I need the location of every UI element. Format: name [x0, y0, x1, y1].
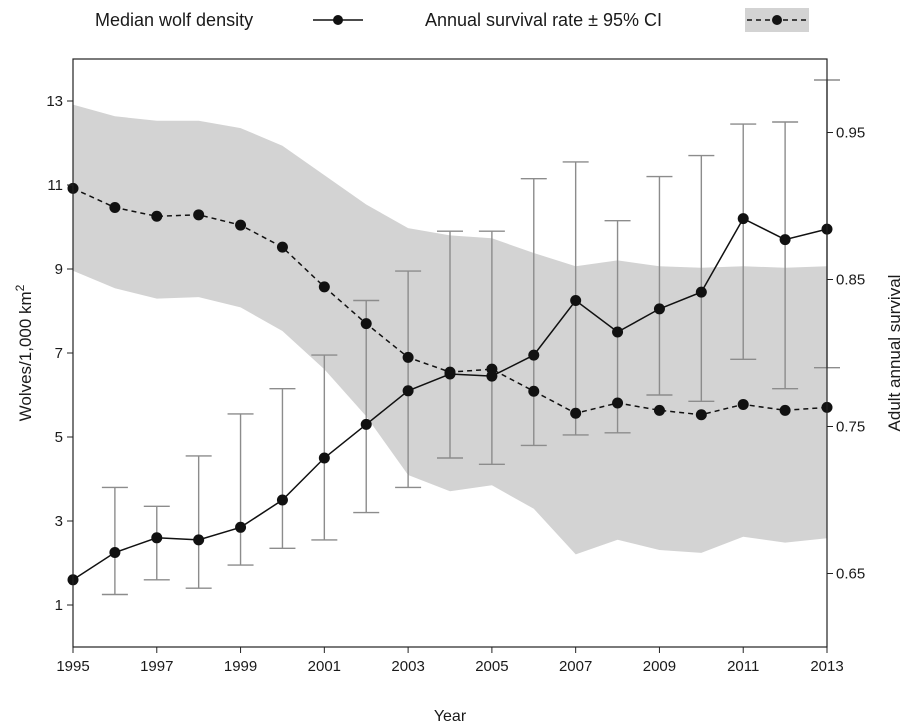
legend-key-density — [313, 15, 363, 25]
y-tick-label: 9 — [55, 261, 63, 278]
x-tick-label: 1995 — [56, 658, 89, 675]
x-tick-label: 2001 — [308, 658, 341, 675]
density-point — [737, 213, 749, 225]
y-tick-label: 5 — [55, 429, 63, 446]
survival-point — [360, 318, 372, 330]
density-point — [570, 295, 582, 306]
y2-tick-label: 0.95 — [836, 125, 865, 142]
legend-label-survival: Annual survival rate ± 95% CI — [425, 10, 662, 30]
survival-point — [151, 210, 163, 222]
density-point — [235, 521, 247, 533]
density-point — [444, 368, 456, 380]
density-error-bar — [101, 486, 128, 596]
y2-axis-label: Adult annual survival — [885, 275, 904, 432]
legend: Median wolf density Annual survival rate… — [95, 8, 809, 32]
survival-point — [570, 407, 582, 419]
survival-point — [235, 219, 247, 231]
density-point — [151, 532, 163, 544]
density-error-bar — [395, 270, 422, 489]
density-point — [402, 385, 414, 397]
survival-point — [612, 397, 624, 409]
density-error-bar — [688, 154, 715, 402]
series-point-layer — [67, 182, 833, 586]
y-axis-label-sup: 2 — [13, 284, 27, 291]
density-point — [695, 286, 707, 298]
density-error-bar — [185, 455, 212, 589]
x-axis: 1995 1997 1999 2001 2003 2005 2007 2009 2011 2013 — [56, 647, 844, 675]
y2-tick-label: 0.75 — [836, 419, 865, 436]
density-point — [612, 326, 624, 338]
density-error-bar — [478, 230, 505, 465]
x-axis-label: Year — [434, 708, 467, 724]
y-axis-right: 0.65 0.75 0.85 0.95 — [827, 125, 865, 583]
x-tick-label: 2005 — [475, 658, 508, 675]
y-tick-label: 13 — [46, 93, 63, 110]
x-tick-label: 2007 — [559, 658, 592, 675]
survival-point — [402, 351, 414, 363]
survival-point — [109, 201, 121, 213]
density-point — [109, 547, 121, 558]
x-tick-label: 2013 — [810, 658, 843, 675]
y2-tick-label: 0.85 — [836, 272, 865, 289]
density-error-bar — [437, 230, 463, 459]
density-point — [528, 349, 540, 361]
legend-key-survival — [745, 8, 809, 32]
x-tick-label: 2011 — [727, 658, 759, 675]
density-error-bar — [353, 299, 380, 514]
density-error-bar — [772, 121, 799, 390]
survival-point — [653, 404, 665, 416]
density-error-bar — [311, 354, 338, 541]
error-bar-layer — [101, 79, 840, 596]
density-point — [486, 370, 498, 382]
survival-point — [528, 385, 540, 397]
survival-point — [737, 398, 749, 410]
survival-point — [695, 409, 707, 421]
y-axis-label: Wolves/1,000 km2 — [13, 284, 35, 421]
y-tick-label: 3 — [55, 513, 63, 530]
density-point — [653, 303, 665, 315]
survival-point — [318, 281, 330, 293]
y-tick-label: 11 — [47, 177, 63, 194]
x-tick-label: 2009 — [643, 658, 676, 675]
y-tick-label: 1 — [55, 597, 63, 614]
x-tick-label: 1997 — [140, 658, 173, 675]
density-point — [360, 418, 372, 430]
density-point — [318, 452, 330, 464]
y-tick-label: 7 — [55, 345, 63, 362]
x-tick-label: 1999 — [224, 658, 257, 675]
legend-label-density: Median wolf density — [95, 10, 253, 30]
density-error-bar — [646, 175, 673, 396]
survival-point — [193, 209, 205, 221]
density-point — [779, 234, 791, 246]
density-error-bar — [269, 388, 296, 549]
y2-tick-label: 0.65 — [836, 566, 865, 583]
x-tick-label: 2003 — [391, 658, 424, 675]
density-error-bar — [730, 123, 757, 360]
density-error-bar — [520, 177, 547, 447]
density-error-bar — [227, 413, 254, 566]
density-point — [276, 494, 288, 506]
survival-point — [779, 404, 791, 416]
survival-point — [276, 241, 288, 253]
density-point — [193, 534, 205, 546]
